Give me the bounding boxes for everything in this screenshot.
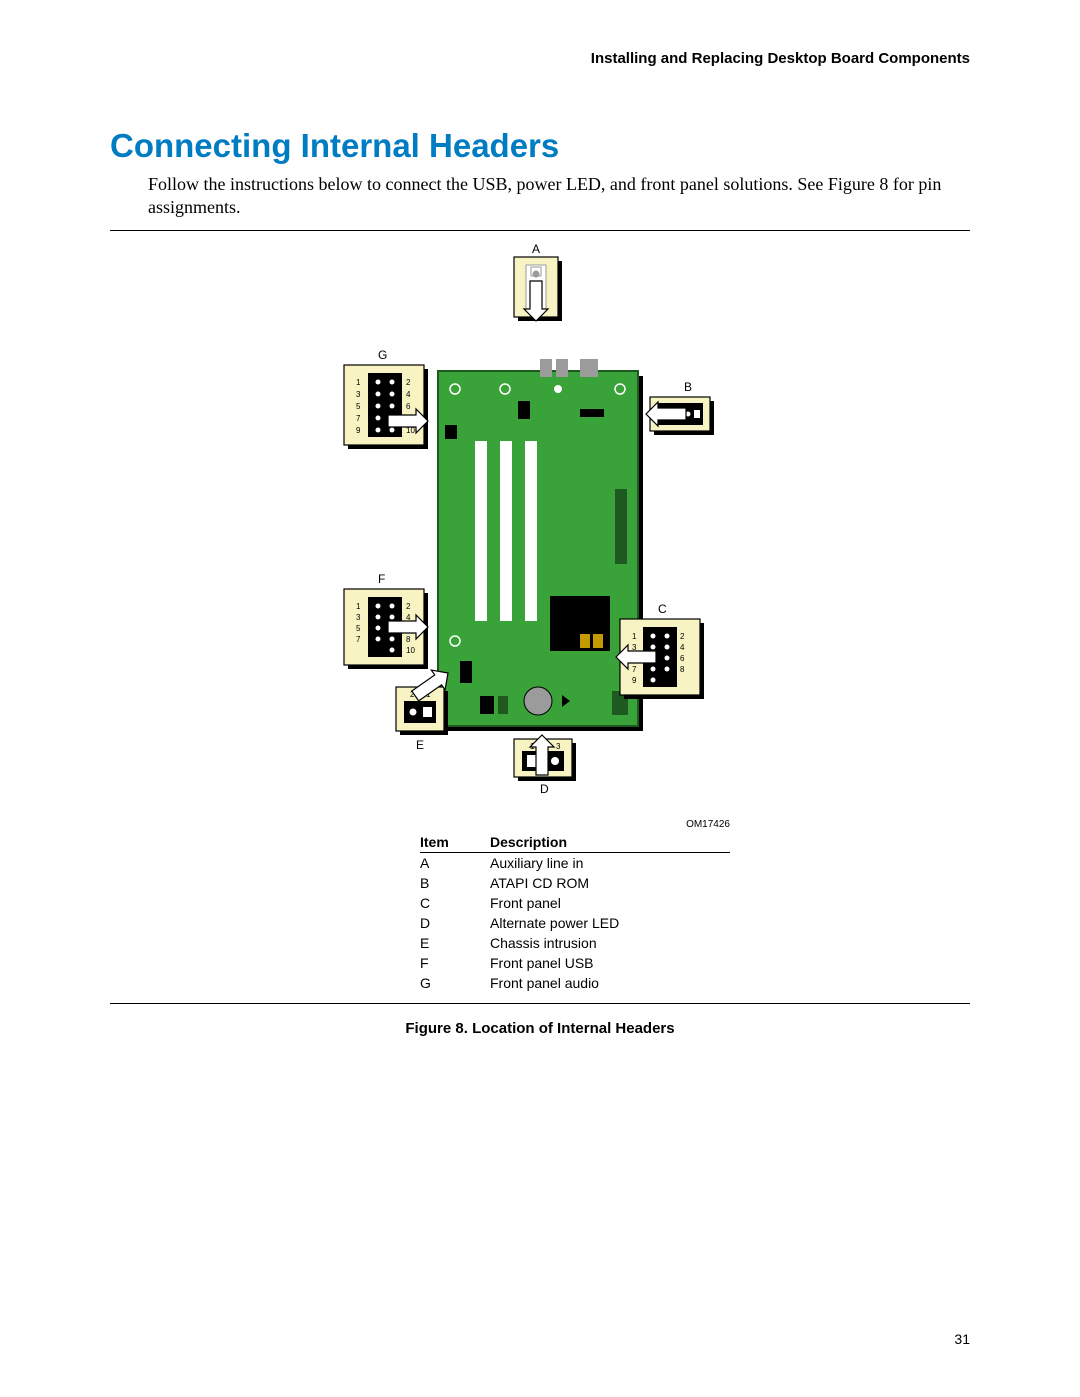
svg-text:6: 6: [406, 402, 411, 411]
board-dot: [554, 385, 562, 393]
board-component: [615, 489, 627, 564]
table-row: DAlternate power LED: [420, 913, 730, 933]
label-a: A: [532, 242, 540, 256]
legend-desc: Front panel audio: [490, 973, 730, 993]
table-row: GFront panel audio: [420, 973, 730, 993]
legend-item: F: [420, 953, 490, 973]
svg-text:7: 7: [632, 665, 637, 674]
table-row: BATAPI CD ROM: [420, 873, 730, 893]
legend-th-item: Item: [420, 832, 490, 853]
table-row: AAuxiliary line in: [420, 852, 730, 873]
svg-text:9: 9: [632, 676, 637, 685]
svg-text:3: 3: [356, 613, 361, 622]
port-rear: [556, 359, 568, 377]
label-b: B: [684, 380, 692, 394]
board-component: [593, 634, 603, 648]
svg-text:3: 3: [556, 742, 561, 751]
callout-e: 2 1 E: [396, 663, 455, 752]
legend-desc: ATAPI CD ROM: [490, 873, 730, 893]
expansion-slot: [500, 441, 512, 621]
board-component: [460, 661, 472, 683]
document-section-header: Installing and Replacing Desktop Board C…: [110, 50, 970, 67]
svg-text:7: 7: [356, 635, 361, 644]
board-component: [445, 425, 457, 439]
intro-paragraph: Follow the instructions below to connect…: [148, 173, 970, 220]
legend-item: G: [420, 973, 490, 993]
svg-text:9: 9: [356, 426, 361, 435]
label-e: E: [416, 738, 424, 752]
legend-item: C: [420, 893, 490, 913]
board-component: [518, 401, 530, 419]
board-component: [580, 409, 604, 417]
legend-item: E: [420, 933, 490, 953]
callout-a: A: [514, 242, 562, 321]
page-number: 31: [954, 1331, 970, 1347]
callout-d: 1 3 D: [514, 735, 576, 796]
svg-text:4: 4: [680, 643, 685, 652]
board-component: [580, 634, 590, 648]
legend-item: A: [420, 852, 490, 873]
legend-item: D: [420, 913, 490, 933]
svg-text:2: 2: [406, 378, 411, 387]
page-title: Connecting Internal Headers: [110, 127, 970, 165]
svg-text:6: 6: [680, 654, 685, 663]
svg-text:8: 8: [680, 665, 685, 674]
page: Installing and Replacing Desktop Board C…: [0, 0, 1080, 1397]
board-component: [498, 696, 508, 714]
label-c: C: [658, 602, 667, 616]
callout-g: 1 3 5 7 9 2 4 6 10 G: [344, 348, 428, 449]
svg-text:3: 3: [356, 390, 361, 399]
callout-b: B: [646, 380, 714, 435]
figure-bottom-rule: [110, 1003, 970, 1004]
table-row: FFront panel USB: [420, 953, 730, 973]
table-row: EChassis intrusion: [420, 933, 730, 953]
figure-caption: Figure 8. Location of Internal Headers: [110, 1020, 970, 1037]
legend-desc: Chassis intrusion: [490, 933, 730, 953]
board-component: [480, 696, 494, 714]
legend-item: B: [420, 873, 490, 893]
svg-text:7: 7: [356, 414, 361, 423]
figure-top-rule: [110, 230, 970, 231]
legend-table: Item Description AAuxiliary line inBATAP…: [420, 832, 730, 993]
svg-text:10: 10: [406, 646, 415, 655]
legend-desc: Front panel: [490, 893, 730, 913]
port-rear: [540, 359, 552, 377]
svg-text:1: 1: [356, 602, 361, 611]
label-g: G: [378, 348, 387, 362]
legend-desc: Alternate power LED: [490, 913, 730, 933]
legend-th-desc: Description: [490, 832, 730, 853]
svg-text:5: 5: [356, 402, 361, 411]
svg-text:1: 1: [632, 632, 637, 641]
svg-text:8: 8: [406, 635, 411, 644]
expansion-slot: [475, 441, 487, 621]
table-row: CFront panel: [420, 893, 730, 913]
legend-desc: Auxiliary line in: [490, 852, 730, 873]
internal-headers-svg: A B: [280, 241, 800, 821]
figure-diagram: A B: [110, 241, 970, 821]
svg-text:2: 2: [406, 602, 411, 611]
svg-text:1: 1: [356, 378, 361, 387]
expansion-slot: [525, 441, 537, 621]
legend-desc: Front panel USB: [490, 953, 730, 973]
callout-f: 1 3 5 7 2 4 6 8 10 F: [344, 572, 428, 669]
battery: [524, 687, 552, 715]
port-rear: [580, 359, 598, 377]
label-f: F: [378, 572, 385, 586]
svg-text:5: 5: [356, 624, 361, 633]
label-d: D: [540, 782, 549, 796]
svg-text:4: 4: [406, 390, 411, 399]
svg-text:2: 2: [680, 632, 685, 641]
